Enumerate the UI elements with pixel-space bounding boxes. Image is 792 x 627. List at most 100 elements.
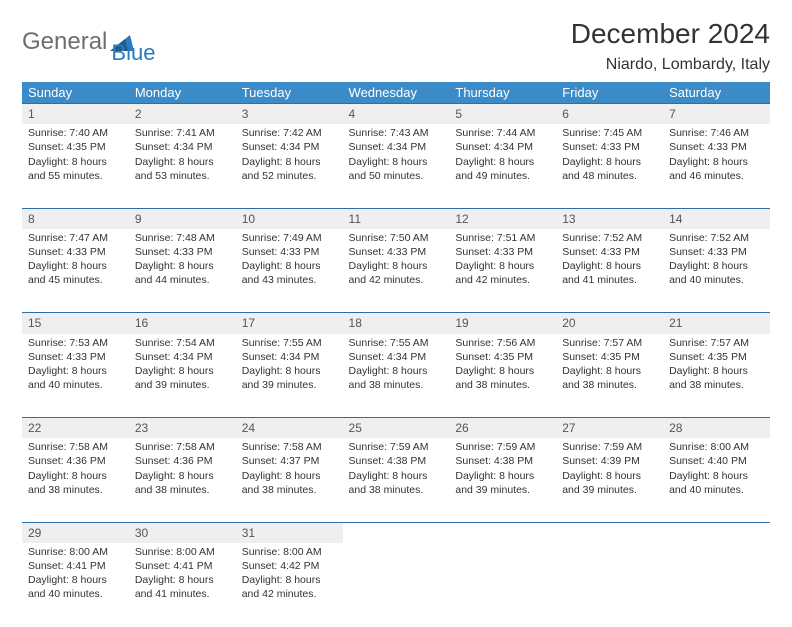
daylight-line: Daylight: 8 hours and 42 minutes. (349, 259, 444, 287)
sunrise-line: Sunrise: 7:46 AM (669, 126, 764, 140)
day-number-cell (343, 522, 450, 543)
day-number-cell: 31 (236, 522, 343, 543)
sunrise-line: Sunrise: 7:53 AM (28, 336, 123, 350)
weekday-header-row: Sunday Monday Tuesday Wednesday Thursday… (22, 82, 770, 104)
sunset-line: Sunset: 4:33 PM (562, 245, 657, 259)
day-detail-cell: Sunrise: 7:43 AMSunset: 4:34 PMDaylight:… (343, 124, 450, 208)
day-detail-cell: Sunrise: 8:00 AMSunset: 4:42 PMDaylight:… (236, 543, 343, 627)
sunrise-line: Sunrise: 7:49 AM (242, 231, 337, 245)
sunrise-line: Sunrise: 7:56 AM (455, 336, 550, 350)
daylight-line: Daylight: 8 hours and 40 minutes. (669, 259, 764, 287)
day-detail-cell (449, 543, 556, 627)
sunrise-line: Sunrise: 8:00 AM (669, 440, 764, 454)
day-number-cell: 19 (449, 313, 556, 334)
daylight-line: Daylight: 8 hours and 38 minutes. (135, 469, 230, 497)
calendar-table: Sunday Monday Tuesday Wednesday Thursday… (22, 82, 770, 627)
daylight-line: Daylight: 8 hours and 38 minutes. (242, 469, 337, 497)
day-number-row: 293031 (22, 522, 770, 543)
sunset-line: Sunset: 4:38 PM (349, 454, 444, 468)
day-number-cell: 6 (556, 104, 663, 125)
day-detail-cell (556, 543, 663, 627)
sunset-line: Sunset: 4:35 PM (562, 350, 657, 364)
day-number-cell: 12 (449, 208, 556, 229)
daylight-line: Daylight: 8 hours and 38 minutes. (28, 469, 123, 497)
daylight-line: Daylight: 8 hours and 46 minutes. (669, 155, 764, 183)
daylight-line: Daylight: 8 hours and 40 minutes. (28, 573, 123, 601)
logo-text-part2: Blue (111, 40, 155, 66)
sunset-line: Sunset: 4:33 PM (28, 245, 123, 259)
day-detail-cell: Sunrise: 7:45 AMSunset: 4:33 PMDaylight:… (556, 124, 663, 208)
day-detail-cell: Sunrise: 7:44 AMSunset: 4:34 PMDaylight:… (449, 124, 556, 208)
sunset-line: Sunset: 4:34 PM (242, 350, 337, 364)
sunrise-line: Sunrise: 7:42 AM (242, 126, 337, 140)
day-detail-cell: Sunrise: 7:58 AMSunset: 4:36 PMDaylight:… (22, 438, 129, 522)
day-number-cell: 2 (129, 104, 236, 125)
day-detail-cell: Sunrise: 7:58 AMSunset: 4:36 PMDaylight:… (129, 438, 236, 522)
day-detail-cell: Sunrise: 7:40 AMSunset: 4:35 PMDaylight:… (22, 124, 129, 208)
daylight-line: Daylight: 8 hours and 42 minutes. (242, 573, 337, 601)
sunset-line: Sunset: 4:34 PM (135, 140, 230, 154)
sunset-line: Sunset: 4:35 PM (28, 140, 123, 154)
sunset-line: Sunset: 4:37 PM (242, 454, 337, 468)
calendar-body: 1234567Sunrise: 7:40 AMSunset: 4:35 PMDa… (22, 104, 770, 627)
sunset-line: Sunset: 4:33 PM (562, 140, 657, 154)
day-number-cell: 15 (22, 313, 129, 334)
daylight-line: Daylight: 8 hours and 38 minutes. (455, 364, 550, 392)
day-number-row: 891011121314 (22, 208, 770, 229)
sunset-line: Sunset: 4:33 PM (455, 245, 550, 259)
sunset-line: Sunset: 4:40 PM (669, 454, 764, 468)
sunrise-line: Sunrise: 7:50 AM (349, 231, 444, 245)
day-number-cell: 21 (663, 313, 770, 334)
day-number-cell: 7 (663, 104, 770, 125)
sunset-line: Sunset: 4:36 PM (135, 454, 230, 468)
sunrise-line: Sunrise: 7:41 AM (135, 126, 230, 140)
daylight-line: Daylight: 8 hours and 38 minutes. (669, 364, 764, 392)
day-detail-cell: Sunrise: 7:55 AMSunset: 4:34 PMDaylight:… (236, 334, 343, 418)
day-number-cell: 18 (343, 313, 450, 334)
day-detail-cell: Sunrise: 7:46 AMSunset: 4:33 PMDaylight:… (663, 124, 770, 208)
sunrise-line: Sunrise: 7:52 AM (669, 231, 764, 245)
sunset-line: Sunset: 4:34 PM (135, 350, 230, 364)
day-detail-cell: Sunrise: 7:54 AMSunset: 4:34 PMDaylight:… (129, 334, 236, 418)
day-number-cell: 22 (22, 418, 129, 439)
day-number-cell: 8 (22, 208, 129, 229)
day-number-cell: 20 (556, 313, 663, 334)
day-number-cell: 29 (22, 522, 129, 543)
sunrise-line: Sunrise: 8:00 AM (135, 545, 230, 559)
daylight-line: Daylight: 8 hours and 45 minutes. (28, 259, 123, 287)
day-number-cell: 11 (343, 208, 450, 229)
day-detail-row: Sunrise: 7:53 AMSunset: 4:33 PMDaylight:… (22, 334, 770, 418)
day-number-cell: 27 (556, 418, 663, 439)
location-text: Niardo, Lombardy, Italy (571, 56, 770, 74)
daylight-line: Daylight: 8 hours and 55 minutes. (28, 155, 123, 183)
day-detail-cell: Sunrise: 7:56 AMSunset: 4:35 PMDaylight:… (449, 334, 556, 418)
daylight-line: Daylight: 8 hours and 39 minutes. (455, 469, 550, 497)
weekday-header: Tuesday (236, 82, 343, 104)
day-number-cell: 10 (236, 208, 343, 229)
sunset-line: Sunset: 4:34 PM (349, 350, 444, 364)
logo: General Blue (22, 18, 155, 66)
sunset-line: Sunset: 4:34 PM (349, 140, 444, 154)
day-detail-cell: Sunrise: 7:58 AMSunset: 4:37 PMDaylight:… (236, 438, 343, 522)
sunset-line: Sunset: 4:34 PM (242, 140, 337, 154)
sunrise-line: Sunrise: 7:58 AM (28, 440, 123, 454)
sunset-line: Sunset: 4:34 PM (455, 140, 550, 154)
sunrise-line: Sunrise: 7:47 AM (28, 231, 123, 245)
sunset-line: Sunset: 4:38 PM (455, 454, 550, 468)
daylight-line: Daylight: 8 hours and 38 minutes. (562, 364, 657, 392)
sunset-line: Sunset: 4:42 PM (242, 559, 337, 573)
daylight-line: Daylight: 8 hours and 43 minutes. (242, 259, 337, 287)
day-detail-row: Sunrise: 7:47 AMSunset: 4:33 PMDaylight:… (22, 229, 770, 313)
day-detail-cell: Sunrise: 8:00 AMSunset: 4:40 PMDaylight:… (663, 438, 770, 522)
logo-text-part1: General (22, 28, 107, 56)
day-detail-cell: Sunrise: 7:57 AMSunset: 4:35 PMDaylight:… (663, 334, 770, 418)
day-number-cell: 23 (129, 418, 236, 439)
day-number-cell: 17 (236, 313, 343, 334)
day-number-cell: 30 (129, 522, 236, 543)
day-number-cell: 16 (129, 313, 236, 334)
daylight-line: Daylight: 8 hours and 39 minutes. (135, 364, 230, 392)
sunrise-line: Sunrise: 8:00 AM (242, 545, 337, 559)
day-detail-cell: Sunrise: 7:49 AMSunset: 4:33 PMDaylight:… (236, 229, 343, 313)
daylight-line: Daylight: 8 hours and 40 minutes. (28, 364, 123, 392)
day-number-cell: 3 (236, 104, 343, 125)
